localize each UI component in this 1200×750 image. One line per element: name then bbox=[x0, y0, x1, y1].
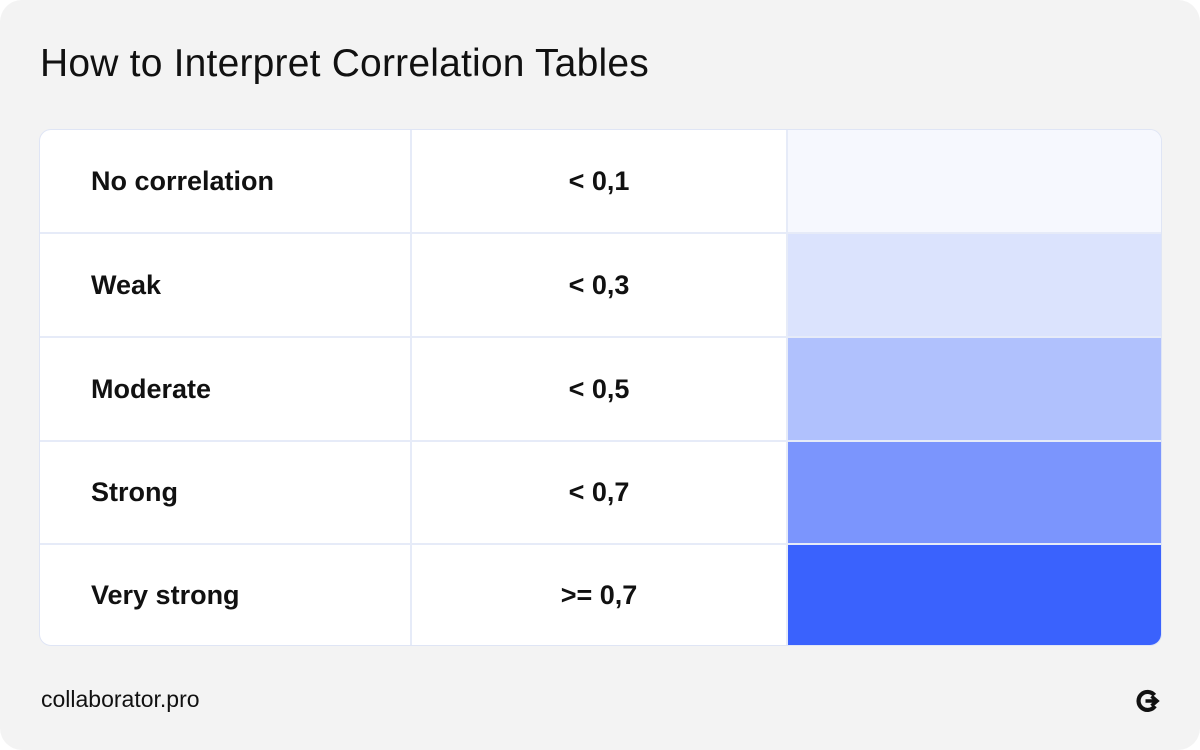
threshold-value: < 0,7 bbox=[412, 442, 788, 543]
collaborator-logo-icon bbox=[1136, 689, 1160, 712]
color-swatch bbox=[788, 442, 1161, 543]
strength-label: No correlation bbox=[40, 130, 412, 232]
strength-label: Very strong bbox=[40, 545, 412, 645]
strength-label: Weak bbox=[40, 234, 412, 336]
table-row: Strong < 0,7 bbox=[40, 440, 1161, 543]
page-title: How to Interpret Correlation Tables bbox=[40, 42, 649, 85]
table-row: No correlation < 0,1 bbox=[40, 130, 1161, 232]
color-swatch bbox=[788, 234, 1161, 336]
color-swatch bbox=[788, 338, 1161, 440]
threshold-value: >= 0,7 bbox=[412, 545, 788, 645]
threshold-value: < 0,3 bbox=[412, 234, 788, 336]
correlation-table: No correlation < 0,1 Weak < 0,3 Moderate… bbox=[39, 129, 1162, 646]
threshold-value: < 0,5 bbox=[412, 338, 788, 440]
table-row: Weak < 0,3 bbox=[40, 232, 1161, 336]
site-name: collaborator.pro bbox=[41, 686, 200, 712]
color-swatch bbox=[788, 130, 1161, 232]
strength-label: Strong bbox=[40, 442, 412, 543]
strength-label: Moderate bbox=[40, 338, 412, 440]
threshold-value: < 0,1 bbox=[412, 130, 788, 232]
table-row: Very strong >= 0,7 bbox=[40, 543, 1161, 645]
color-swatch bbox=[788, 545, 1161, 645]
table-row: Moderate < 0,5 bbox=[40, 336, 1161, 440]
